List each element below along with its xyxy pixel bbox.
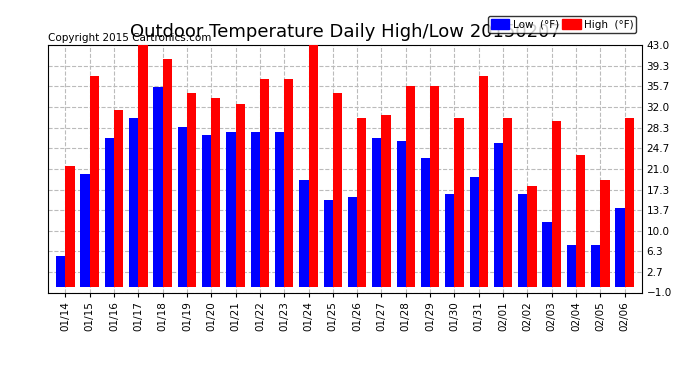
Bar <box>455 118 464 287</box>
Text: Copyright 2015 Cartronics.com: Copyright 2015 Cartronics.com <box>48 33 212 42</box>
Bar <box>226 132 235 287</box>
Bar <box>202 135 211 287</box>
Bar <box>591 245 600 287</box>
Bar <box>138 45 148 287</box>
Bar <box>250 132 260 287</box>
Bar <box>576 154 585 287</box>
Bar <box>494 144 503 287</box>
Bar <box>397 141 406 287</box>
Bar <box>382 116 391 287</box>
Bar <box>235 104 245 287</box>
Bar <box>324 200 333 287</box>
Bar <box>333 93 342 287</box>
Bar <box>153 87 163 287</box>
Bar <box>479 76 488 287</box>
Bar <box>518 194 527 287</box>
Bar <box>187 93 196 287</box>
Bar <box>430 86 440 287</box>
Bar <box>615 208 624 287</box>
Bar <box>421 158 430 287</box>
Bar <box>299 180 308 287</box>
Bar <box>105 138 114 287</box>
Bar <box>275 132 284 287</box>
Bar <box>163 59 172 287</box>
Bar <box>624 118 634 287</box>
Bar <box>445 194 455 287</box>
Bar <box>211 99 221 287</box>
Bar <box>600 180 609 287</box>
Bar <box>90 76 99 287</box>
Bar <box>308 42 318 287</box>
Bar <box>372 138 382 287</box>
Bar <box>178 127 187 287</box>
Bar <box>552 121 561 287</box>
Title: Outdoor Temperature Daily High/Low 20150207: Outdoor Temperature Daily High/Low 20150… <box>130 22 560 40</box>
Bar <box>348 197 357 287</box>
Bar <box>527 186 537 287</box>
Bar <box>566 245 576 287</box>
Bar <box>81 174 90 287</box>
Bar <box>114 110 124 287</box>
Bar <box>284 79 293 287</box>
Bar <box>129 118 138 287</box>
Bar <box>406 86 415 287</box>
Bar <box>260 79 269 287</box>
Bar <box>66 166 75 287</box>
Bar <box>357 118 366 287</box>
Bar <box>469 177 479 287</box>
Bar <box>542 222 552 287</box>
Bar <box>503 118 512 287</box>
Bar <box>56 256 66 287</box>
Legend: Low  (°F), High  (°F): Low (°F), High (°F) <box>488 15 636 33</box>
